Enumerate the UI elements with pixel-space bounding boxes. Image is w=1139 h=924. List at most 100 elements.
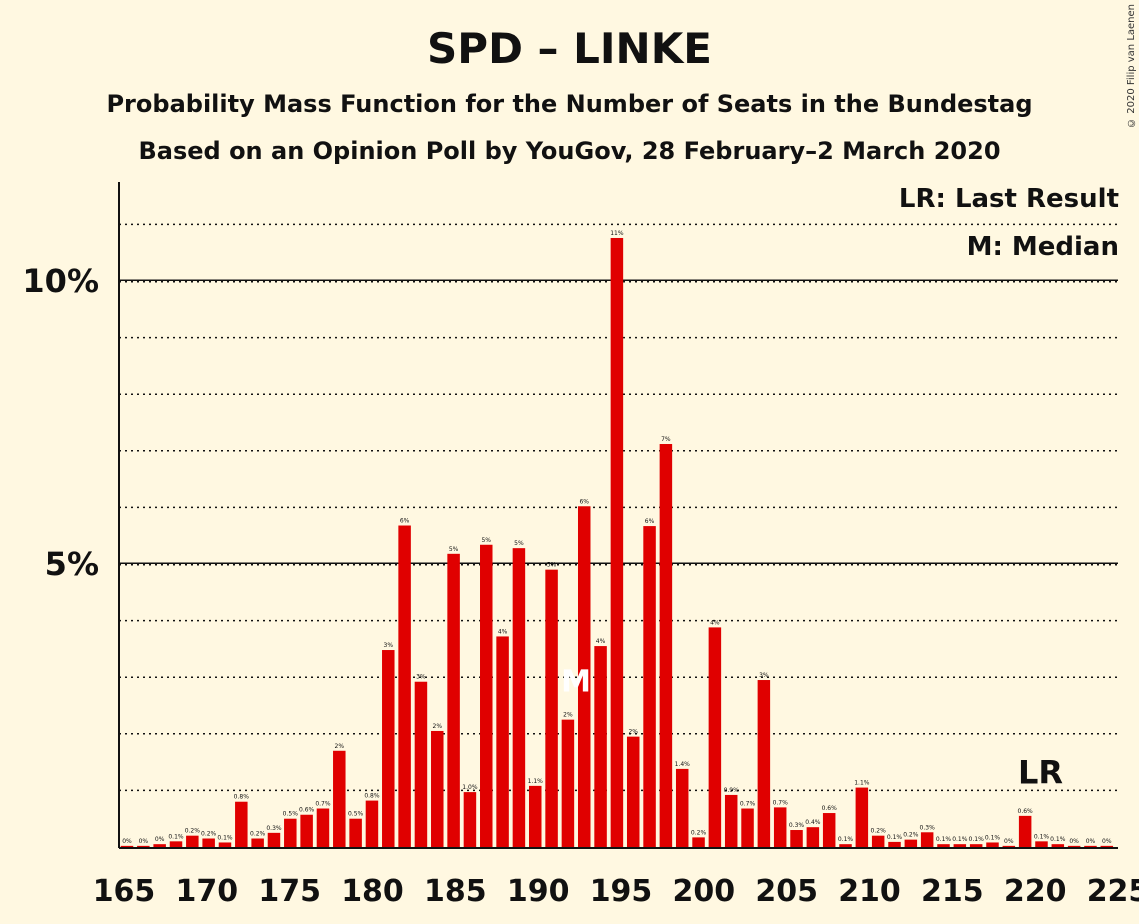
bar — [920, 832, 934, 847]
bar — [724, 794, 738, 847]
bar-value-label: 0.1% — [952, 836, 968, 843]
legend-median: M: Median — [966, 232, 1119, 262]
bar-value-label: 0.1% — [969, 836, 985, 843]
bar-value-label: 0.1% — [217, 834, 233, 841]
bar — [398, 525, 411, 847]
bar — [169, 841, 183, 847]
bar — [1051, 844, 1065, 847]
bar-value-label: 3% — [759, 672, 769, 679]
bar — [284, 818, 297, 847]
bar — [773, 807, 787, 847]
bar — [904, 839, 918, 847]
bar — [447, 553, 460, 847]
bar-value-label: 0% — [1004, 838, 1014, 845]
bar-value-label: 6% — [400, 518, 410, 525]
bar — [463, 792, 477, 847]
bar-value-label: 0% — [1069, 838, 1079, 845]
bar — [480, 544, 493, 847]
bar — [218, 842, 232, 847]
bar — [251, 838, 264, 847]
x-tick-label: 185 — [424, 874, 487, 909]
bar-value-label: 0.3% — [789, 822, 805, 829]
bar — [512, 548, 526, 847]
bar — [708, 627, 722, 847]
bar — [741, 808, 754, 847]
bar — [153, 844, 166, 847]
x-tick-label: 215 — [921, 874, 984, 909]
bar — [382, 650, 395, 847]
bar — [333, 750, 346, 847]
bar — [529, 785, 542, 847]
bar — [839, 844, 852, 847]
bar — [235, 801, 248, 847]
bar — [757, 680, 771, 847]
bar — [937, 844, 950, 847]
bar-value-label: 0.2% — [871, 828, 887, 835]
median-marker: M — [561, 664, 591, 699]
bar-value-label: 0.3% — [266, 825, 282, 832]
bar-value-label: 0.8% — [234, 794, 250, 801]
legend-last-result: LR: Last Result — [898, 184, 1119, 214]
bar — [545, 569, 558, 847]
bar — [675, 768, 689, 847]
bar-value-label: 6% — [579, 498, 589, 505]
bar — [1035, 841, 1048, 847]
bar — [643, 526, 656, 847]
bar-value-label: 11% — [610, 230, 624, 237]
bar — [953, 844, 967, 847]
bar-value-label: 0% — [139, 838, 149, 845]
bar — [626, 736, 640, 847]
bar-value-label: 0.1% — [1034, 833, 1050, 840]
bar — [855, 787, 869, 847]
bar-value-label: 0.4% — [805, 819, 821, 826]
bar-value-label: 0.5% — [348, 811, 364, 818]
bar-value-label: 2% — [433, 723, 443, 730]
bar — [365, 800, 379, 847]
x-tick-label: 220 — [1004, 874, 1067, 909]
x-tick-label: 210 — [838, 874, 901, 909]
bar — [969, 844, 983, 847]
bar-value-label: 0.7% — [315, 801, 331, 808]
bar — [1018, 815, 1032, 847]
bar-value-label: 0.2% — [185, 828, 201, 835]
bar-value-label: 5% — [449, 546, 459, 553]
y-tick-label: 5% — [45, 545, 99, 583]
bar-value-label: 4% — [596, 638, 606, 645]
bar-value-label: 5% — [547, 562, 557, 569]
bar — [1067, 845, 1081, 847]
bar-value-label: 1.4% — [675, 761, 691, 768]
bar-value-label: 0.2% — [691, 829, 707, 836]
bar — [822, 813, 836, 847]
bar — [561, 719, 575, 847]
bar-value-label: 1.1% — [854, 780, 870, 787]
bar — [594, 646, 607, 847]
x-tick-label: 225 — [1087, 874, 1139, 909]
bar — [692, 837, 705, 847]
chart-source: Based on an Opinion Poll by YouGov, 28 F… — [138, 137, 1001, 165]
bar — [1084, 845, 1097, 847]
x-tick-label: 200 — [673, 874, 736, 909]
y-tick-label: 10% — [22, 262, 99, 300]
bar-value-label: 0.6% — [299, 807, 315, 814]
bar-value-label: 0.1% — [168, 833, 184, 840]
bar-value-label: 5% — [481, 537, 491, 544]
bar-value-label: 0.9% — [724, 787, 740, 794]
bar-value-label: 0.6% — [1018, 808, 1034, 815]
bar — [349, 818, 362, 847]
x-tick-label: 170 — [176, 874, 239, 909]
bar-value-label: 0.2% — [903, 832, 919, 839]
bar-value-label: 0.2% — [201, 831, 217, 838]
bar-value-label: 5% — [514, 540, 524, 547]
bar — [1002, 845, 1016, 847]
bar — [202, 838, 215, 847]
bar-value-label: 0.1% — [985, 834, 1001, 841]
bar-value-label: 0% — [155, 836, 165, 843]
bar-value-label: 6% — [645, 518, 655, 525]
bar-value-label: 0.3% — [920, 824, 936, 831]
bar — [1100, 845, 1114, 847]
bar-value-label: 0.1% — [936, 836, 952, 843]
bar — [316, 808, 330, 847]
bar-value-label: 0.5% — [283, 811, 299, 818]
x-tick-label: 165 — [93, 874, 156, 909]
